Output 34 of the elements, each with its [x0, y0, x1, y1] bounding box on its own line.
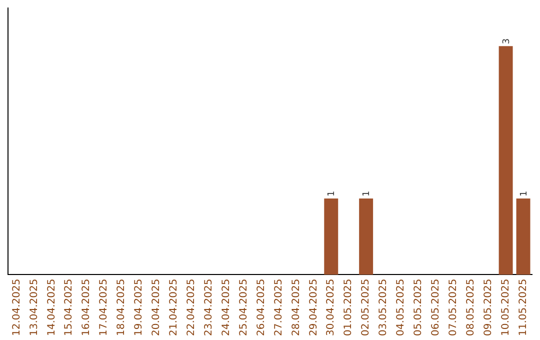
x-tick-label: 18.04.2025 [116, 278, 128, 336]
x-tick-label: 17.04.2025 [98, 278, 110, 336]
x-tick-label: 06.05.2025 [430, 278, 442, 336]
x-tick-label: 09.05.2025 [482, 278, 494, 336]
x-tick-label: 16.04.2025 [81, 278, 92, 336]
x-tick-label: 22.04.2025 [186, 278, 197, 336]
data-label: 1 [327, 190, 338, 197]
data-label: 1 [519, 190, 530, 197]
x-tick-label: 23.04.2025 [203, 278, 214, 336]
x-tick-label: 03.05.2025 [378, 278, 390, 336]
x-tick-label: 24.04.2025 [220, 278, 232, 336]
x-tick-label: 15.04.2025 [64, 278, 75, 336]
data-label: 3 [502, 38, 512, 44]
x-tick-label: 19.04.2025 [134, 278, 145, 336]
x-tick-label: 20.04.2025 [151, 278, 162, 336]
x-tick-label: 10.05.2025 [500, 278, 512, 336]
x-tick-label: 11.05.2025 [518, 278, 529, 336]
x-tick-label: 01.05.2025 [343, 278, 354, 336]
x-tick-label: 27.04.2025 [273, 278, 284, 336]
x-tick-label: 02.05.2025 [360, 278, 372, 336]
x-tick-label: 12.04.2025 [11, 278, 22, 336]
x-tick-label: 05.05.2025 [413, 278, 424, 336]
x-tick-label: 14.04.2025 [46, 278, 58, 336]
x-tick-label: 30.04.2025 [326, 278, 337, 336]
x-tick-label: 04.05.2025 [396, 278, 407, 336]
x-tick-label: 21.04.2025 [168, 278, 180, 336]
x-tick-label: 13.04.2025 [28, 278, 40, 336]
x-tick-label: 07.05.2025 [448, 278, 459, 336]
x-tick-label: 29.04.2025 [308, 278, 320, 336]
x-tick-label: 26.04.2025 [256, 278, 267, 336]
x-tick-label: 08.05.2025 [465, 278, 476, 336]
x-tick-label: 25.04.2025 [238, 278, 250, 336]
x-tick-label: 28.04.2025 [290, 278, 302, 336]
data-label: 1 [362, 190, 372, 197]
